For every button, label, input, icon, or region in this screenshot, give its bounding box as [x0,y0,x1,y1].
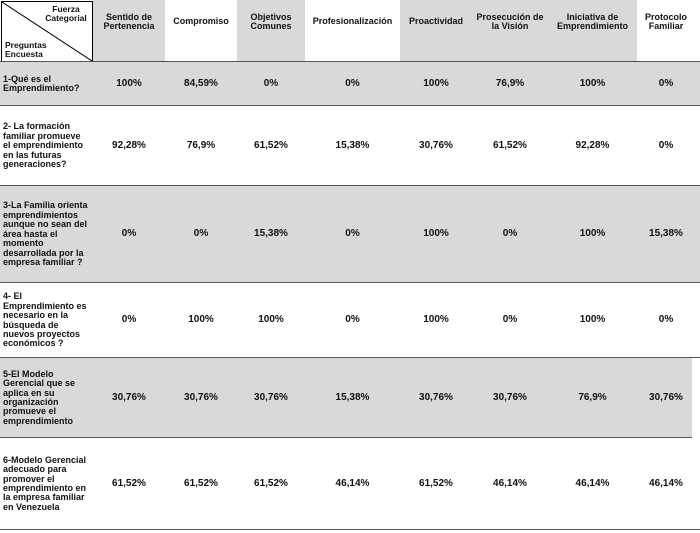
value: 15,38% [335,139,370,151]
value: 30,76% [112,391,146,403]
question: 4- El Emprendimiento es necesario en la … [3,291,87,349]
column-header: Proactividad [400,0,472,62]
value: 61,52% [419,477,453,489]
value: 0% [345,77,360,89]
value: 61,52% [493,139,527,151]
column-header: Protocolo Familiar [637,0,695,62]
value: 30,76% [649,391,683,403]
row-background [0,358,692,438]
column-header: Sentido de Pertenencia [93,0,165,62]
value: 100% [579,228,606,240]
row-background [0,106,700,186]
column-header: Iniciativa de Emprendimiento [548,0,637,62]
value: 0% [502,314,518,326]
row-separator [0,282,700,283]
column-header: Profesionalización [305,0,400,62]
row-separator [0,357,700,358]
corner-cell: Fuerza Categorial Preguntas Encuesta [1,1,93,62]
value: 76,9% [578,391,607,403]
value: 0% [658,314,674,326]
value: 0% [263,77,279,89]
value: 92,28% [575,139,610,151]
value: 61,52% [254,139,288,151]
value: 0% [658,77,674,89]
value: 0% [658,139,674,151]
value: 0% [121,228,137,240]
row-separator [0,185,700,186]
question: 1-Qué es el Emprendimiento? [3,73,80,93]
value: 92,28% [112,139,146,151]
value: 61,52% [254,477,288,489]
value: 76,9% [186,139,216,151]
value: 15,38% [254,228,288,240]
value: 30,76% [419,139,453,151]
corner-diagonal [2,2,92,61]
row-background [0,186,700,283]
value: 100% [116,77,142,89]
value: 46,14% [575,477,610,489]
value: 61,52% [112,477,146,489]
value: 100% [423,77,449,89]
value: 46,14% [493,477,527,489]
value: 100% [258,314,284,326]
value: 46,14% [335,477,370,489]
value: 100% [188,314,214,326]
row-background [0,438,700,530]
row-separator [0,105,700,106]
corner-top: Fuerza Categorial [45,4,87,23]
column-header: Objetivos Comunes [237,0,305,62]
value: 30,76% [419,391,453,403]
value: 84,59% [184,77,218,89]
value: 30,76% [254,391,288,403]
header-separator [0,61,700,62]
value: 15,38% [335,391,370,403]
row-background [0,62,700,106]
value: 30,76% [184,391,218,403]
value: 100% [423,228,449,240]
value: 15,38% [649,228,683,240]
value: 100% [579,77,606,89]
value: 61,52% [184,477,218,489]
value: 30,76% [493,391,527,403]
value: 0% [121,314,137,326]
question: 5-El Modelo Gerencial que se aplica en s… [3,368,76,426]
corner-bottom: Preguntas Encuesta [5,40,47,60]
row-background [0,283,700,358]
question: 6-Modelo Gerencial adecuado para promove… [3,454,87,512]
question: 3-La Familia orienta emprendimientos aun… [3,200,88,268]
column-header: Compromiso [165,0,237,62]
column-header: Prosecución de la Visión [472,0,548,62]
value: 76,9% [495,77,525,89]
value: 100% [423,314,449,326]
value: 46,14% [649,477,683,489]
value: 0% [502,228,518,240]
row-separator [0,529,700,530]
value: 0% [193,228,209,240]
value: 0% [345,228,360,240]
value: 0% [345,314,360,326]
value: 100% [579,314,606,326]
question: 2- La formación familiar promueve el emp… [3,121,84,170]
row-separator [0,437,692,438]
